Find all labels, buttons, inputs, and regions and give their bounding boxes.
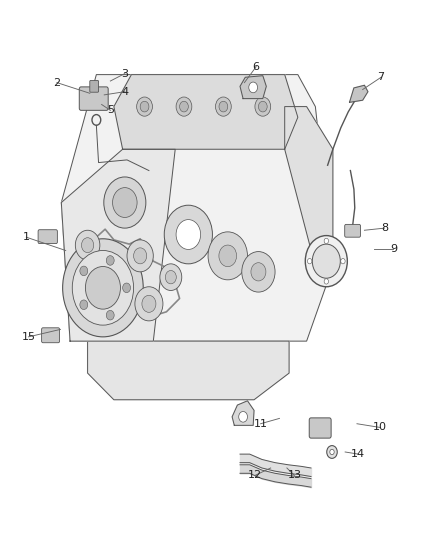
- Circle shape: [258, 101, 267, 112]
- Circle shape: [75, 230, 100, 260]
- FancyBboxPatch shape: [309, 418, 331, 438]
- Circle shape: [324, 279, 328, 284]
- Polygon shape: [285, 107, 333, 266]
- Circle shape: [249, 82, 258, 93]
- FancyBboxPatch shape: [38, 230, 57, 244]
- Circle shape: [215, 97, 231, 116]
- Circle shape: [113, 188, 137, 217]
- Text: 15: 15: [21, 332, 35, 342]
- Circle shape: [81, 238, 94, 253]
- Polygon shape: [88, 341, 289, 400]
- Circle shape: [341, 259, 345, 264]
- Circle shape: [324, 238, 328, 244]
- Polygon shape: [232, 401, 254, 425]
- Circle shape: [123, 283, 131, 293]
- Circle shape: [106, 256, 114, 265]
- Circle shape: [127, 240, 153, 272]
- Text: 14: 14: [351, 449, 365, 459]
- Text: 9: 9: [390, 245, 397, 254]
- Circle shape: [85, 266, 120, 309]
- Polygon shape: [61, 149, 175, 341]
- Circle shape: [208, 232, 247, 280]
- Circle shape: [80, 300, 88, 310]
- Circle shape: [305, 236, 347, 287]
- Circle shape: [219, 101, 228, 112]
- Circle shape: [142, 295, 156, 312]
- Circle shape: [307, 259, 312, 264]
- Text: 13: 13: [287, 471, 301, 480]
- Polygon shape: [350, 85, 368, 102]
- Circle shape: [176, 220, 201, 249]
- FancyBboxPatch shape: [90, 80, 99, 92]
- FancyBboxPatch shape: [79, 87, 108, 110]
- Polygon shape: [61, 75, 333, 341]
- Text: 4: 4: [121, 87, 128, 96]
- Text: 1: 1: [23, 232, 30, 242]
- Circle shape: [104, 177, 146, 228]
- Circle shape: [135, 287, 163, 321]
- Circle shape: [160, 264, 182, 290]
- Circle shape: [242, 252, 275, 292]
- Circle shape: [134, 248, 147, 264]
- Circle shape: [164, 205, 212, 264]
- Text: 6: 6: [253, 62, 260, 71]
- Polygon shape: [240, 76, 266, 99]
- Circle shape: [166, 271, 176, 284]
- Text: 8: 8: [381, 223, 388, 233]
- Text: 11: 11: [254, 419, 268, 429]
- Text: 3: 3: [121, 69, 128, 78]
- Text: 12: 12: [248, 471, 262, 480]
- Circle shape: [140, 101, 149, 112]
- Circle shape: [106, 310, 114, 320]
- Circle shape: [327, 446, 337, 458]
- FancyBboxPatch shape: [345, 224, 360, 237]
- Circle shape: [137, 97, 152, 116]
- Circle shape: [330, 449, 334, 455]
- Circle shape: [219, 245, 237, 266]
- Circle shape: [63, 239, 143, 337]
- Circle shape: [176, 97, 192, 116]
- Text: 2: 2: [53, 78, 60, 87]
- Circle shape: [312, 244, 340, 278]
- Circle shape: [255, 97, 271, 116]
- Text: 10: 10: [373, 423, 387, 432]
- Text: 5: 5: [107, 106, 114, 115]
- Circle shape: [80, 266, 88, 276]
- Polygon shape: [114, 75, 298, 149]
- Circle shape: [180, 101, 188, 112]
- Text: 7: 7: [378, 72, 385, 82]
- FancyBboxPatch shape: [42, 328, 60, 343]
- Circle shape: [251, 263, 266, 281]
- Circle shape: [239, 411, 247, 422]
- Circle shape: [72, 251, 134, 325]
